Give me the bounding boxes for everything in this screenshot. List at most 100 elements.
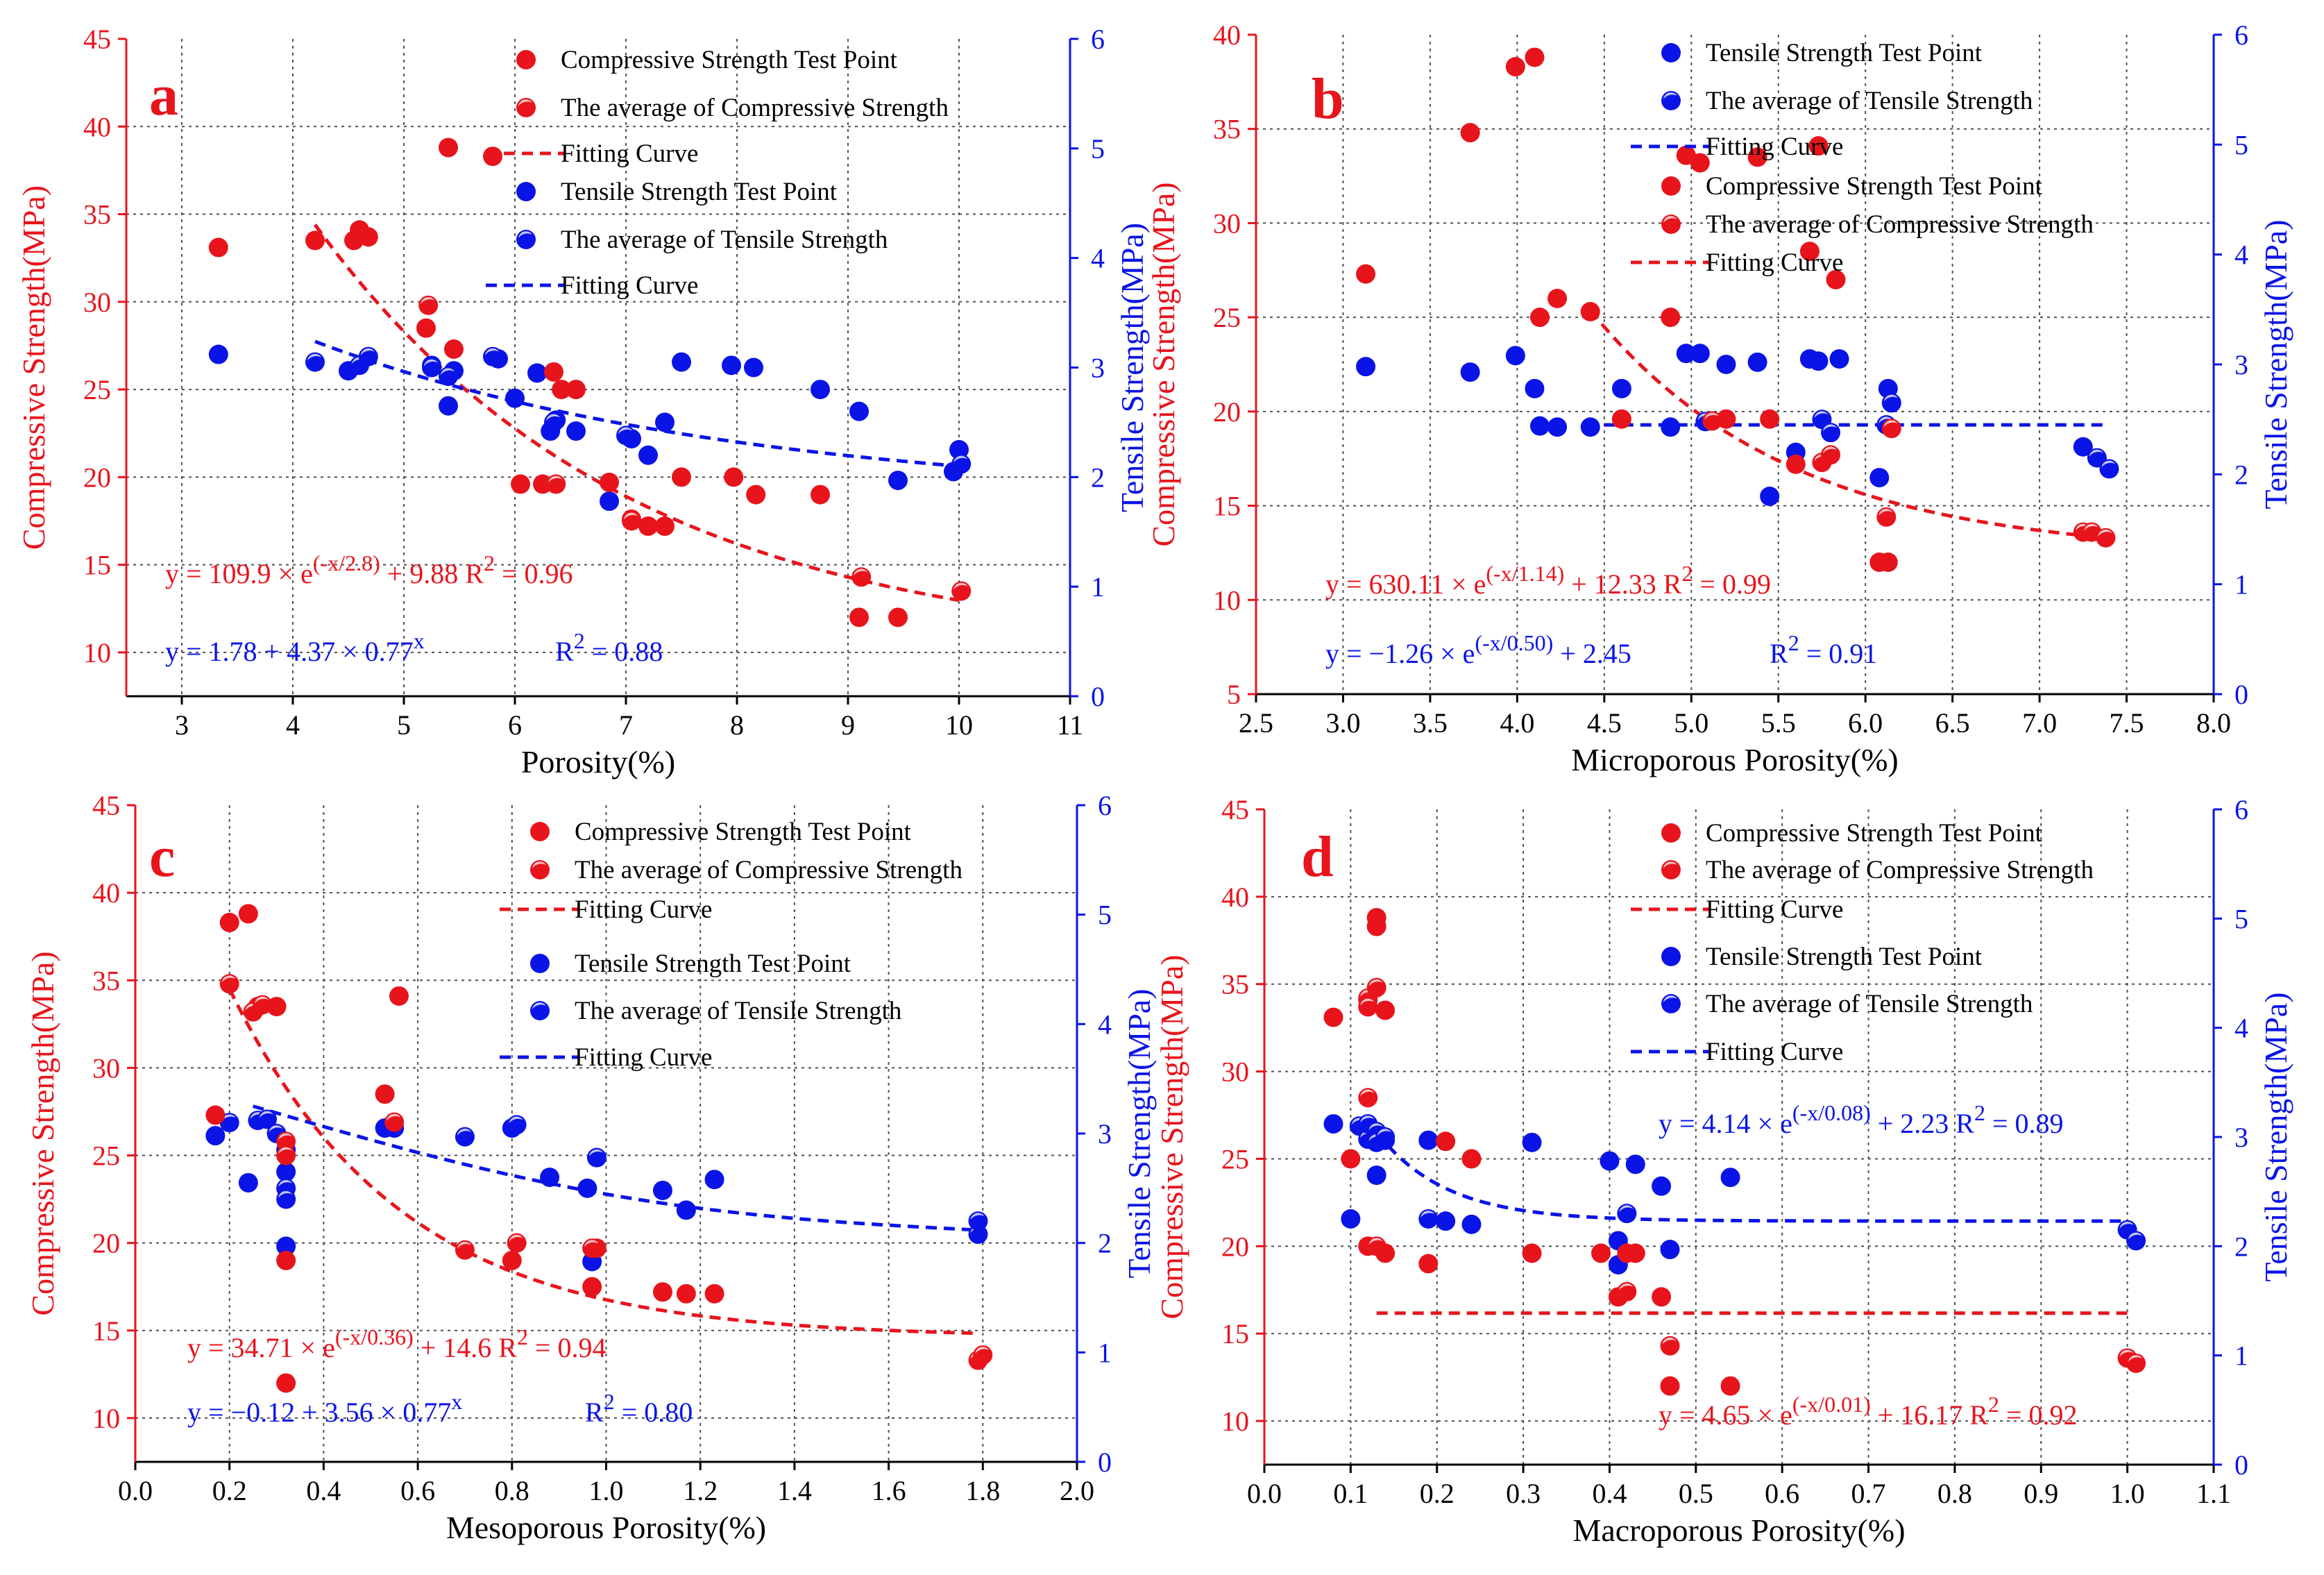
- x-tick-label: 0.2: [212, 1475, 247, 1506]
- x-tick-label: 1.1: [2196, 1478, 2231, 1509]
- compressive-test-point: [1341, 1149, 1361, 1169]
- legend-label: The average of Compressive Strength: [1706, 210, 2094, 239]
- tensile-test-point: [1341, 1209, 1361, 1229]
- legend-marker-shine: [518, 231, 532, 238]
- compressive-average-point-shine: [2084, 523, 2098, 531]
- tensile-average-point-shine: [457, 1128, 471, 1136]
- compressive-test-point: [746, 485, 766, 505]
- tensile-average-point-shine: [1368, 1123, 1383, 1131]
- y-left-tick-label: 20: [1221, 1231, 1249, 1262]
- tensile-r2-value: = 0.91: [1799, 638, 1878, 669]
- tensile-average-point-shine: [509, 1116, 523, 1124]
- compressive-average-point-shine: [1704, 412, 1719, 420]
- x-tick-label: 3.0: [1325, 707, 1360, 739]
- compressive-average-point-shine: [2119, 1349, 2134, 1357]
- legend-marker: [1661, 43, 1681, 62]
- compressive-test-point: [266, 997, 287, 1017]
- tensile-test-point: [1323, 1114, 1343, 1134]
- tensile-r2-label: R: [1770, 638, 1788, 669]
- compressive-average-point-shine: [1823, 446, 1837, 454]
- tensile-test-point: [676, 1200, 696, 1220]
- compressive-test-point: [552, 380, 572, 400]
- legend-marker-shine: [532, 861, 546, 868]
- compressive-test-point: [219, 913, 239, 933]
- y-right-tick-label: 6: [1091, 24, 1105, 55]
- y-left-tick-label: 45: [92, 790, 120, 821]
- x-tick-label: 7: [619, 709, 633, 741]
- x-tick-label: 4: [286, 709, 300, 741]
- legend-label: Fitting Curve: [561, 271, 698, 300]
- compressive-test-point: [375, 1084, 395, 1104]
- x-tick-label: 5.5: [1761, 707, 1796, 739]
- legend-marker-shine: [1663, 216, 1677, 223]
- compressive-test-point: [849, 607, 869, 628]
- tensile-test-point: [1716, 355, 1736, 374]
- tensile-test-point: [1747, 352, 1767, 372]
- x-axis-label: Mesoporous Porosity(%): [446, 1510, 766, 1545]
- tensile-test-point: [638, 445, 658, 465]
- tensile-test-point: [1829, 349, 1849, 369]
- x-tick-label: 0.3: [1506, 1478, 1541, 1509]
- legend-label: Fitting Curve: [1706, 249, 1843, 277]
- y-left-tick-label: 15: [1221, 1318, 1249, 1349]
- legend-marker: [530, 954, 550, 973]
- x-tick-label: 1.0: [589, 1475, 624, 1506]
- panel-label: b: [1312, 67, 1344, 131]
- tensile-equation: y = 4.14 × e(-x/0.08) + 2.23 R2 = 0.89: [1659, 1100, 2064, 1139]
- y-left-tick-label: 15: [83, 550, 111, 581]
- y-right-tick-label: 5: [1091, 133, 1105, 165]
- compressive-equation-exponent: (-x/1.14): [1486, 561, 1564, 586]
- tensile-test-point: [276, 1162, 296, 1182]
- tensile-test-point: [1690, 344, 1710, 364]
- tensile-r2-exp: 2: [1788, 630, 1799, 655]
- tensile-equation-exponent: (-x/0.08): [1792, 1100, 1871, 1125]
- tensile-equation: y = −0.12 + 3.56 × 0.77x: [187, 1389, 462, 1428]
- y-left-tick-label: 40: [92, 877, 120, 909]
- tensile-test-point: [527, 363, 547, 383]
- compressive-test-point: [1375, 1000, 1396, 1020]
- tensile-equation-r2: = 0.89: [1985, 1108, 2064, 1139]
- tensile-test-point: [1676, 344, 1696, 364]
- y-left-tick-label: 20: [1213, 396, 1241, 428]
- y-right-tick-label: 3: [2234, 1122, 2248, 1153]
- tensile-equation-body: y = −0.12 + 3.56 × 0.77: [187, 1397, 451, 1428]
- legend-marker: [516, 182, 536, 201]
- y-right-tick-label: 6: [2234, 19, 2248, 51]
- legend: Compressive Strength Test Point The avera…: [500, 818, 962, 1072]
- x-tick-label: 3.5: [1413, 707, 1448, 739]
- tensile-average-point-shine: [307, 353, 321, 361]
- legend-label: Fitting Curve: [561, 140, 698, 168]
- y-right-tick-label: 1: [2234, 1340, 2248, 1372]
- compressive-test-point: [1747, 147, 1767, 167]
- tensile-test-point: [1660, 1240, 1680, 1260]
- compressive-equation-tail: + 9.88 R: [380, 558, 484, 589]
- tensile-test-point: [672, 352, 691, 372]
- tensile-average-point-shine: [269, 1125, 283, 1132]
- compressive-test-point: [208, 237, 228, 258]
- legend-label: Fitting Curve: [1706, 133, 1843, 161]
- y-left-tick-label: 30: [83, 287, 111, 318]
- legend-label: The average of Tensile Strength: [575, 997, 902, 1025]
- legend-marker: [516, 50, 536, 69]
- compressive-average-point-shine: [1619, 1283, 1634, 1290]
- tensile-average-point-shine: [278, 1180, 293, 1187]
- tensile-test-point: [540, 1168, 560, 1188]
- tensile-r2-value: = 0.88: [585, 636, 663, 667]
- compressive-test-point: [1661, 308, 1681, 328]
- x-tick-label: 4.5: [1587, 707, 1622, 739]
- x-tick-label: 5: [397, 709, 411, 741]
- x-tick-label: 0.7: [1851, 1478, 1886, 1509]
- y-right-tick-label: 4: [1098, 1009, 1112, 1040]
- compressive-test-point: [358, 227, 378, 247]
- compressive-test-point: [276, 1373, 296, 1393]
- tensile-equation: y = −1.26 × e(-x/0.50) + 2.45: [1325, 630, 1631, 669]
- y-right-tick-label: 3: [2234, 349, 2248, 380]
- tensile-test-point: [1547, 417, 1568, 437]
- tensile-equation-r2-exp: 2: [1974, 1100, 1985, 1125]
- tensile-fit-curve: [314, 339, 960, 468]
- y-right-tick-label: 0: [1098, 1447, 1112, 1478]
- tensile-average-point-shine: [1377, 1129, 1392, 1136]
- compressive-average-point-shine: [1368, 1238, 1383, 1245]
- compressive-test-point: [439, 137, 458, 158]
- compressive-average-point-shine: [221, 975, 236, 983]
